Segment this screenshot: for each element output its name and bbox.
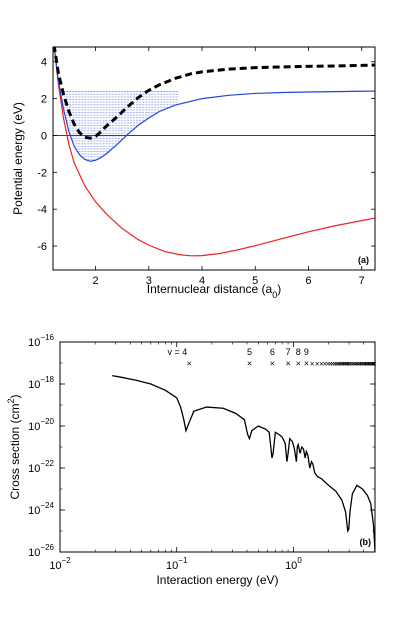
panel-b-threshold-marker: × (346, 360, 351, 369)
panel-b-threshold-marker: × (285, 359, 290, 369)
panel-b-threshold-marker: × (366, 360, 371, 369)
panel-a-x-axis-label: Internuclear distance (a0) (147, 282, 281, 300)
panel-b-x-tick-label: 10−1 (166, 556, 188, 572)
panel-a-x-tick-label: 6 (305, 275, 311, 287)
panel-b-threshold-marker: × (369, 360, 374, 369)
panel-a-vibrational-levels-shading (64, 90, 179, 162)
panel-a-x-tick-label: 3 (146, 275, 152, 287)
panel-b-y-tick-label: 10−24 (28, 501, 54, 517)
panel-b-y-tick-label: 10−22 (28, 459, 54, 475)
panel-b-y-axis-label: Cross section (cm2) (6, 394, 22, 499)
panel-b-threshold-marker: × (325, 360, 330, 369)
panel-b-threshold-marker: × (315, 360, 320, 369)
panel-b-threshold-label: 9 (304, 347, 309, 357)
panel-b-threshold-marker: × (364, 360, 369, 369)
panel-a-potential-energy: 2 3 4 5 6 7 4 2 0 -2 -4 -6 (a) Internuclear distan… (11, 46, 376, 300)
panel-b-threshold-label: 8 (296, 347, 301, 357)
panel-b-vibrational-threshold-markers: ×v = 4×5×6×7×8×9× × ××××××××××××××××××××××… (167, 347, 377, 369)
panel-b-threshold-marker: × (339, 360, 344, 369)
panel-b-threshold-marker: × (343, 360, 348, 369)
panel-b-x-tick-label: 10−2 (49, 556, 71, 572)
panel-b-threshold-marker: × (352, 360, 357, 369)
panel-b-threshold-marker: × (362, 360, 367, 369)
panel-b-threshold-marker: × (187, 359, 192, 369)
panel-b-threshold-marker: × (372, 360, 377, 369)
panel-a-blue-curve (53, 47, 375, 162)
panel-b-threshold-label: v = 4 (167, 347, 187, 357)
panel-b-threshold-marker: × (319, 360, 324, 369)
panel-b-threshold-label: 5 (247, 347, 252, 357)
panel-a-x-tick-label: 7 (359, 275, 365, 287)
panel-b-x-axis-label: Interaction energy (eV) (156, 573, 278, 587)
panel-b-threshold-marker: × (345, 360, 350, 369)
panel-a-y-ticks: 4 2 0 -2 -4 -6 (37, 57, 375, 253)
panel-a-x-tick-label: 4 (199, 275, 205, 287)
panel-a-dashed-curve (53, 47, 375, 140)
panel-b-y-tick-label: 10−18 (28, 375, 54, 391)
panel-a-x-tick-label: 2 (93, 275, 99, 287)
panel-b-threshold-marker: × (341, 360, 346, 369)
panel-b-threshold-marker: × (304, 359, 309, 369)
panel-b-y-ticks: 10−16 10−18 10−20 10−22 10−24 10−26 (28, 333, 375, 559)
panel-b-cross-section: 10−2 10−1 100 10−1610−1810−2010−2210−2410−… (6, 333, 377, 587)
panel-b-threshold-marker: × (337, 360, 342, 369)
panel-b-axes-frame (59, 341, 376, 553)
panel-a-red-curve (53, 47, 375, 257)
panel-a-y-tick-label: 4 (41, 57, 47, 69)
panel-b-threshold-marker: × (270, 359, 275, 369)
panel-b-x-ticks: 10−2 10−1 100 (49, 342, 376, 572)
panel-b-threshold-marker: × (247, 359, 252, 369)
panel-b-y-tick-label: 10−16 (28, 333, 54, 349)
panel-b-threshold-marker: × (367, 360, 372, 369)
panel-a-label: (a) (358, 255, 369, 265)
panel-b-threshold-marker: × (349, 360, 354, 369)
panel-b-threshold-marker: × (371, 360, 376, 369)
panel-b-y-tick-label: 10−26 (28, 543, 54, 559)
panel-b-label: (b) (360, 537, 372, 547)
panel-b-threshold-marker: × (296, 359, 301, 369)
panel-b-threshold-marker: × (310, 360, 315, 369)
panel-b-threshold-marker: × (340, 360, 345, 369)
panel-a-y-tick-label: -4 (37, 204, 47, 216)
panel-b-threshold-marker: × (361, 360, 366, 369)
panel-b-threshold-marker: × (323, 360, 328, 369)
panel-b-threshold-marker: × (351, 360, 356, 369)
panel-a-y-tick-label: -2 (37, 167, 47, 179)
panel-a-x-tick-label: 5 (252, 275, 258, 287)
panel-b-y-tick-label: 10−20 (28, 417, 54, 433)
panel-b-threshold-marker: × (348, 360, 353, 369)
panel-b-threshold-marker: × (330, 360, 335, 369)
panel-b-threshold-marker: × (332, 360, 337, 369)
panel-b-threshold-marker: × (370, 360, 375, 369)
panel-b-threshold-marker: × (344, 360, 349, 369)
panel-a-y-axis-label: Potential energy (eV) (11, 102, 25, 215)
panel-b-threshold-marker: × (354, 360, 359, 369)
panel-b-threshold-marker: × (328, 360, 333, 369)
panel-b-threshold-marker: × (355, 360, 360, 369)
panel-a-y-tick-label: 2 (41, 94, 47, 106)
panel-a-y-tick-label: -6 (37, 241, 47, 253)
panel-b-threshold-marker: × (358, 360, 363, 369)
panel-b-threshold-marker: × (359, 360, 364, 369)
panel-a-x-ticks: 2 3 4 5 6 7 (93, 47, 365, 287)
panel-b-cross-section-curve (112, 375, 375, 552)
panel-a-axes-frame (52, 46, 376, 271)
panel-b-threshold-marker: × (334, 360, 339, 369)
panel-b-threshold-marker: × (363, 360, 368, 369)
panel-b-threshold-marker: × (336, 360, 341, 369)
panel-b-threshold-marker: × (368, 360, 373, 369)
panel-b-threshold-marker: × (357, 360, 362, 369)
panel-b-threshold-label: 6 (270, 347, 275, 357)
panel-a-y-tick-label: 0 (41, 130, 47, 142)
panel-b-x-tick-label: 100 (285, 556, 302, 572)
panel-b-threshold-label: 7 (286, 347, 291, 357)
